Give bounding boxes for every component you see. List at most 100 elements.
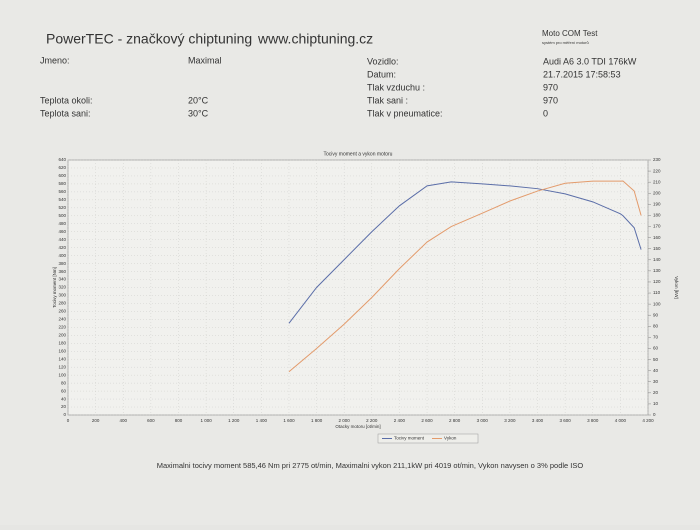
y-tick-label: 280 bbox=[58, 301, 66, 306]
y2-tick-label: 80 bbox=[653, 323, 659, 328]
field-value: Maximal bbox=[188, 55, 222, 65]
y2-axis-title: Vykon [kW] bbox=[674, 276, 679, 299]
x-tick-label: 2 000 bbox=[339, 418, 351, 423]
y-tick-label: 480 bbox=[58, 221, 66, 226]
field-value: 21.7.2015 17:58:53 bbox=[543, 69, 621, 79]
field-value: Audi A6 3.0 TDI 176kW bbox=[543, 56, 637, 66]
y2-tick-label: 70 bbox=[653, 335, 659, 340]
y-tick-label: 360 bbox=[58, 269, 66, 274]
chart-title: Tocivy moment a vykon motoru bbox=[324, 151, 393, 157]
y-tick-label: 620 bbox=[58, 165, 66, 170]
field-label: Tlak vzduchu : bbox=[367, 82, 425, 92]
y-tick-label: 500 bbox=[58, 213, 66, 218]
x-axis-title: Otacky motoru [ot/min] bbox=[335, 424, 380, 429]
y-tick-label: 40 bbox=[61, 396, 67, 401]
y-tick-label: 520 bbox=[58, 205, 66, 210]
footer: Maximalni tocivy moment 585,46 Nm pri 27… bbox=[157, 461, 584, 470]
y2-tick-label: 30 bbox=[653, 379, 659, 384]
y-tick-label: 220 bbox=[58, 325, 66, 330]
software-sub: systém pro měření motorů bbox=[542, 40, 589, 45]
y-tick-label: 400 bbox=[58, 253, 66, 258]
y2-tick-label: 200 bbox=[653, 190, 661, 195]
x-tick-label: 1 800 bbox=[311, 418, 323, 423]
y-tick-label: 300 bbox=[58, 293, 66, 298]
legend-label: Tocivy moment bbox=[394, 436, 425, 441]
y2-tick-label: 40 bbox=[653, 368, 659, 373]
company: PowerTEC - značkový chiptuning bbox=[46, 31, 252, 47]
field-value: 970 bbox=[543, 95, 558, 105]
x-tick-label: 400 bbox=[119, 418, 127, 423]
y2-tick-label: 140 bbox=[653, 257, 661, 262]
y2-tick-label: 160 bbox=[653, 235, 661, 240]
legend-label: Vykon bbox=[444, 436, 457, 441]
y2-tick-label: 180 bbox=[653, 213, 661, 218]
y-tick-label: 540 bbox=[58, 197, 66, 202]
y-tick-label: 640 bbox=[58, 157, 66, 162]
y-tick-label: 140 bbox=[58, 356, 66, 361]
x-tick-label: 1 000 bbox=[200, 418, 212, 423]
y2-tick-label: 130 bbox=[653, 268, 661, 273]
y-tick-label: 420 bbox=[58, 245, 66, 250]
x-tick-label: 2 200 bbox=[366, 418, 378, 423]
x-tick-label: 3 000 bbox=[477, 418, 489, 423]
field-label: Teplota okoli: bbox=[40, 95, 93, 105]
y-tick-label: 180 bbox=[58, 340, 66, 345]
y2-tick-label: 220 bbox=[653, 168, 661, 173]
y2-tick-label: 230 bbox=[653, 157, 661, 162]
y-tick-label: 100 bbox=[58, 372, 66, 377]
y-tick-label: 120 bbox=[58, 364, 66, 369]
y-tick-label: 60 bbox=[61, 388, 67, 393]
y2-tick-label: 0 bbox=[653, 412, 656, 417]
x-tick-label: 2 400 bbox=[394, 418, 406, 423]
field-label: Tlak v pneumatice: bbox=[367, 108, 443, 118]
y-tick-label: 440 bbox=[58, 237, 66, 242]
x-tick-label: 3 400 bbox=[532, 418, 544, 423]
y2-tick-label: 90 bbox=[653, 312, 659, 317]
x-tick-label: 1 200 bbox=[228, 418, 240, 423]
field-label: Datum: bbox=[367, 69, 396, 79]
x-tick-label: 3 200 bbox=[504, 418, 516, 423]
y2-tick-label: 150 bbox=[653, 246, 661, 251]
x-tick-label: 3 600 bbox=[560, 418, 572, 423]
x-tick-label: 4 200 bbox=[642, 418, 654, 423]
y2-tick-label: 190 bbox=[653, 202, 661, 207]
y-tick-label: 600 bbox=[58, 173, 66, 178]
field-value: 0 bbox=[543, 108, 548, 118]
y2-tick-label: 10 bbox=[653, 401, 659, 406]
y-tick-label: 460 bbox=[58, 229, 66, 234]
y-tick-label: 160 bbox=[58, 348, 66, 353]
x-tick-label: 2 800 bbox=[449, 418, 461, 423]
y-tick-label: 580 bbox=[58, 181, 66, 186]
y-tick-label: 380 bbox=[58, 261, 66, 266]
y-tick-label: 200 bbox=[58, 333, 66, 338]
y-tick-label: 340 bbox=[58, 277, 66, 282]
y-tick-label: 20 bbox=[61, 404, 67, 409]
y-tick-label: 80 bbox=[61, 380, 67, 385]
series-line bbox=[288, 181, 642, 324]
series-line bbox=[288, 180, 642, 373]
x-tick-label: 0 bbox=[67, 418, 70, 423]
field-value: 30°C bbox=[188, 108, 209, 118]
y-tick-label: 260 bbox=[58, 309, 66, 314]
y-axis-title: Tocivy moment [Nm] bbox=[52, 267, 57, 308]
x-tick-label: 800 bbox=[175, 418, 183, 423]
legend-box bbox=[377, 433, 479, 444]
field-label: Teplota sani: bbox=[40, 108, 91, 118]
field-value: 20°C bbox=[188, 95, 209, 105]
x-tick-label: 1 600 bbox=[283, 418, 295, 423]
y2-tick-label: 100 bbox=[653, 301, 661, 306]
y-tick-label: 240 bbox=[58, 317, 66, 322]
y-tick-label: 320 bbox=[58, 285, 66, 290]
y-tick-label: 0 bbox=[63, 412, 66, 417]
y-tick-label: 560 bbox=[58, 189, 66, 194]
y2-tick-label: 20 bbox=[653, 390, 659, 395]
web: www.chiptuning.cz bbox=[257, 31, 373, 47]
x-tick-label: 1 400 bbox=[256, 418, 268, 423]
field-label: Vozidlo: bbox=[367, 56, 399, 66]
x-tick-label: 600 bbox=[147, 418, 155, 423]
field-value: 970 bbox=[543, 82, 558, 92]
software: Moto COM Test bbox=[542, 29, 598, 38]
x-tick-label: 2 600 bbox=[421, 418, 433, 423]
